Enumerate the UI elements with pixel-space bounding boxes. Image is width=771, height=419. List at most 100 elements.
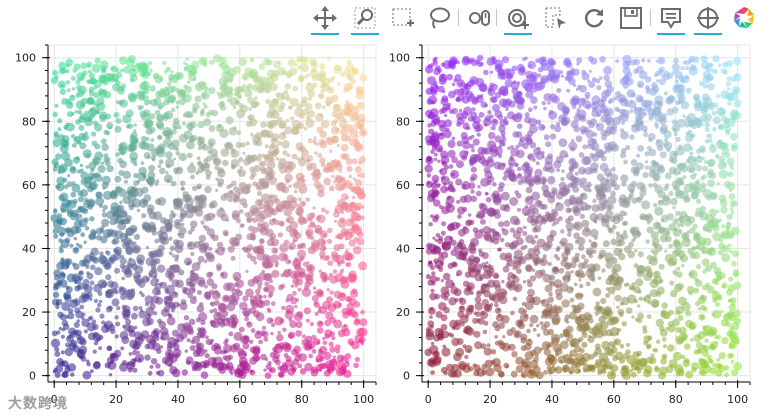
scatter-point (451, 337, 460, 347)
x-tick-label: 20 (483, 393, 497, 406)
box-select-tool[interactable] (388, 4, 418, 32)
scatter-point (75, 329, 82, 337)
scatter-point (560, 74, 565, 78)
scatter-point (442, 344, 447, 349)
scatter-point (281, 341, 290, 350)
scatter-point (482, 231, 492, 241)
scatter-point (59, 88, 67, 96)
tap-tool[interactable] (503, 4, 533, 35)
scatter-point (717, 139, 723, 144)
scatter-point (272, 349, 278, 355)
scatter-point (69, 243, 74, 248)
scatter-point (681, 263, 685, 268)
scatter-point (194, 195, 200, 201)
scatter-point (593, 168, 598, 174)
scatter-point (543, 106, 547, 111)
scatter-point (651, 241, 657, 247)
scatter-point (138, 61, 148, 71)
scatter-point (539, 269, 546, 276)
scatter-point (187, 72, 197, 82)
scatter-point (145, 123, 150, 129)
scatter-point (170, 180, 177, 187)
scatter-point (232, 194, 240, 201)
scatter-point (234, 369, 243, 378)
scatter-point (645, 85, 650, 90)
hover-tool[interactable] (656, 4, 686, 35)
scatter-point (168, 251, 173, 256)
scatter-point (172, 343, 180, 351)
scatter-point (69, 94, 76, 102)
bokeh-logo[interactable] (729, 4, 759, 32)
scatter-point (263, 368, 267, 372)
scatter-point (623, 282, 628, 287)
scatter-point (240, 86, 247, 92)
scatter-point (287, 58, 296, 67)
scatter-point (164, 110, 174, 120)
scatter-point (55, 304, 60, 310)
scatter-point (109, 229, 118, 238)
scatter-point (60, 257, 64, 261)
scatter-point (570, 342, 576, 348)
scatter-point (333, 304, 337, 308)
save-tool[interactable] (616, 4, 646, 32)
scatter-point (165, 129, 172, 136)
scatter-point (113, 218, 120, 224)
scatter-point (284, 359, 294, 368)
scatter-point (209, 59, 215, 65)
scatter-point (522, 309, 528, 314)
scatter-point (206, 278, 215, 286)
scatter-point (658, 66, 665, 73)
scatter-point (671, 157, 678, 164)
scatter-point (527, 172, 533, 178)
scatter-point (102, 204, 108, 210)
scatter-point (260, 168, 267, 175)
scatter-point (630, 371, 637, 378)
scatter-point (101, 218, 110, 227)
scatter-point (731, 369, 738, 376)
reset-tool[interactable] (579, 4, 609, 32)
scatter-point (702, 269, 707, 274)
pan-tool[interactable] (310, 4, 340, 35)
scatter-point (474, 341, 483, 350)
zoom-tool[interactable] (350, 4, 380, 35)
scatter-point (296, 103, 303, 110)
scatter-point (156, 123, 161, 128)
scatter-point (115, 321, 121, 327)
wheel-zoom-tool[interactable] (465, 4, 495, 32)
scatter-point (318, 348, 323, 353)
crosshair-tool[interactable] (693, 4, 723, 35)
poly-select-tool[interactable] (540, 4, 570, 32)
scatter-point (625, 60, 631, 67)
scatter-point (97, 291, 103, 297)
scatter-point (507, 172, 516, 181)
scatter-point (663, 73, 670, 81)
scatter-point (718, 294, 723, 299)
scatter-point (247, 96, 254, 104)
scatter-point (490, 96, 498, 104)
scatter-point (615, 91, 622, 98)
scatter-point (53, 233, 59, 239)
scatter-point (193, 295, 197, 299)
scatter-point (276, 334, 284, 342)
scatter-point (108, 373, 113, 377)
scatter-point (329, 275, 338, 284)
lasso-select-tool[interactable] (424, 4, 454, 32)
scatter-point (661, 218, 665, 223)
scatter-point (187, 328, 194, 335)
scatter-point (695, 165, 703, 172)
scatter-point (497, 370, 505, 378)
scatter-point (475, 190, 482, 197)
scatter-point (177, 90, 186, 99)
scatter-point (728, 276, 734, 282)
scatter-point (733, 99, 742, 108)
scatter-point (429, 315, 433, 319)
scatter-point (282, 186, 290, 194)
x-tick-label: 0 (51, 393, 58, 406)
scatter-point (203, 118, 212, 127)
scatter-point (65, 122, 75, 132)
scatter-point (294, 107, 304, 117)
scatter-point (638, 357, 648, 367)
x-tick-label: 40 (171, 393, 185, 406)
